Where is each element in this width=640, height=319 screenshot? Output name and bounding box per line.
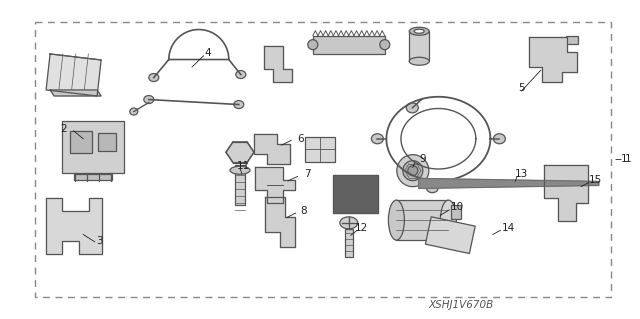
Ellipse shape: [269, 55, 277, 63]
Ellipse shape: [234, 100, 244, 108]
Ellipse shape: [414, 29, 424, 33]
Text: 13: 13: [515, 169, 528, 179]
Text: XSHJ1V670B: XSHJ1V670B: [428, 300, 493, 310]
Text: 7: 7: [304, 169, 310, 179]
Text: 12: 12: [355, 223, 368, 233]
Text: 2: 2: [61, 124, 67, 134]
Ellipse shape: [420, 179, 428, 188]
Text: 10: 10: [451, 202, 464, 212]
Ellipse shape: [440, 200, 456, 240]
Ellipse shape: [557, 178, 572, 198]
Ellipse shape: [236, 70, 246, 78]
Bar: [74, 174, 112, 180]
Bar: [396, 200, 449, 240]
Bar: [566, 36, 578, 44]
Bar: [345, 229, 353, 257]
Ellipse shape: [148, 74, 159, 82]
Text: 3: 3: [96, 236, 102, 246]
Ellipse shape: [388, 200, 404, 240]
Polygon shape: [254, 134, 290, 164]
Text: 15: 15: [589, 175, 602, 185]
Bar: [305, 137, 335, 162]
Polygon shape: [419, 178, 599, 189]
Bar: [62, 121, 124, 173]
Polygon shape: [255, 167, 295, 203]
Polygon shape: [46, 54, 101, 96]
Ellipse shape: [409, 27, 429, 35]
Bar: [313, 36, 385, 54]
Ellipse shape: [340, 217, 358, 229]
Ellipse shape: [130, 108, 138, 115]
Polygon shape: [45, 198, 102, 255]
Text: 5: 5: [518, 83, 525, 93]
Text: 14: 14: [502, 223, 515, 233]
Bar: [426, 217, 476, 254]
Text: 9: 9: [419, 154, 426, 165]
Ellipse shape: [426, 183, 438, 193]
Ellipse shape: [72, 219, 86, 234]
Ellipse shape: [380, 40, 390, 50]
Ellipse shape: [230, 166, 250, 174]
Ellipse shape: [397, 155, 429, 187]
Text: 4: 4: [205, 48, 211, 58]
Bar: [409, 31, 429, 61]
Polygon shape: [333, 175, 378, 213]
Ellipse shape: [371, 134, 383, 144]
Ellipse shape: [67, 214, 91, 239]
Ellipse shape: [493, 134, 506, 144]
Polygon shape: [50, 90, 101, 96]
Polygon shape: [265, 197, 295, 247]
Ellipse shape: [403, 161, 423, 181]
Ellipse shape: [547, 57, 557, 67]
Text: 6: 6: [298, 134, 304, 144]
Ellipse shape: [144, 95, 154, 104]
Polygon shape: [264, 46, 292, 82]
Bar: [35, 22, 611, 297]
Bar: [98, 133, 116, 151]
Bar: [235, 165, 245, 205]
Ellipse shape: [408, 166, 418, 176]
Bar: [70, 131, 92, 153]
Ellipse shape: [308, 40, 318, 50]
Bar: [451, 205, 461, 219]
Text: 1: 1: [625, 154, 632, 165]
Ellipse shape: [76, 224, 82, 229]
Ellipse shape: [409, 57, 429, 65]
Text: 1: 1: [621, 154, 627, 165]
Polygon shape: [529, 37, 577, 82]
Text: 11: 11: [237, 161, 250, 171]
Polygon shape: [545, 165, 588, 221]
Polygon shape: [226, 142, 254, 163]
Text: 8: 8: [301, 205, 307, 216]
Ellipse shape: [406, 103, 419, 113]
